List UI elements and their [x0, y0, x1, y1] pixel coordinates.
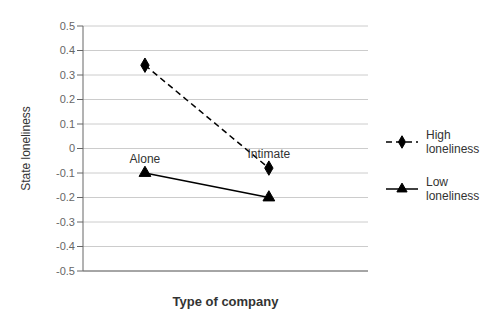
- svg-text:Alone: Alone: [130, 151, 161, 165]
- svg-text:0.2: 0.2: [60, 93, 75, 105]
- svg-text:0: 0: [69, 142, 75, 154]
- svg-text:0.4: 0.4: [60, 44, 75, 56]
- svg-text:0.3: 0.3: [60, 68, 75, 80]
- svg-text:0.5: 0.5: [60, 19, 75, 31]
- svg-text:0.1: 0.1: [60, 117, 75, 129]
- svg-text:-0.2: -0.2: [56, 191, 75, 203]
- svg-text:-0.4: -0.4: [56, 240, 75, 252]
- svg-text:-0.1: -0.1: [56, 166, 75, 178]
- svg-text:Intimate: Intimate: [248, 146, 291, 160]
- svg-text:Type of company: Type of company: [173, 294, 280, 309]
- html-text:High loneliness: High loneliness: [426, 127, 480, 157]
- html-text:Low loneliness: Low loneliness: [426, 174, 480, 203]
- svg-text:State loneliness: State loneliness: [19, 106, 33, 191]
- svg-text:-0.5: -0.5: [56, 264, 75, 276]
- svg-text:-0.3: -0.3: [56, 215, 75, 227]
